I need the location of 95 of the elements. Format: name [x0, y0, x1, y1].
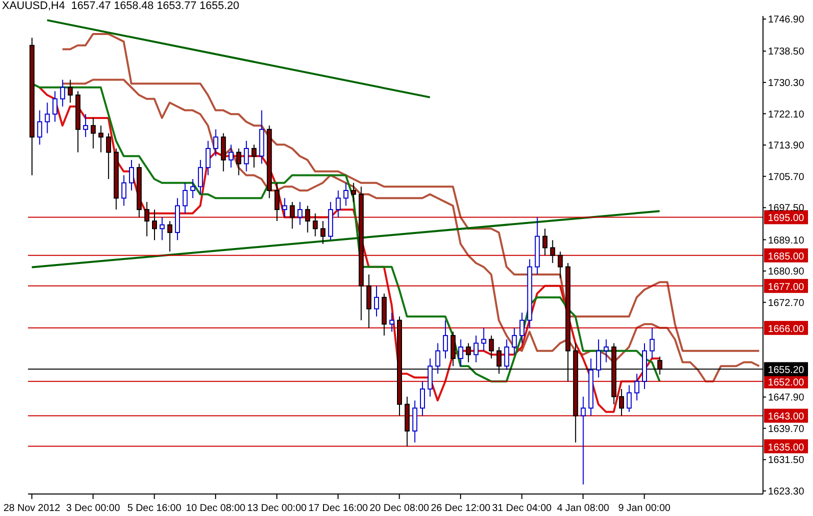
candlestick	[129, 159, 134, 191]
candlestick	[320, 220, 326, 244]
y-tick-label: 1722.10	[768, 109, 805, 120]
candlestick	[37, 110, 42, 146]
candlestick	[604, 338, 609, 363]
candlestick	[312, 212, 318, 237]
candlestick	[167, 220, 172, 252]
candlestick	[236, 148, 242, 176]
ref-line-label: 1685.00	[768, 251, 805, 262]
candlestick	[558, 251, 563, 279]
candlestick	[290, 201, 295, 230]
candlestick	[596, 338, 602, 378]
candlestick	[542, 228, 548, 256]
ref-line-label: 1677.00	[768, 282, 805, 293]
candlestick	[580, 396, 586, 485]
candlestick	[274, 182, 280, 222]
x-tick-label: 28 Nov 2012	[3, 503, 61, 514]
candlestick	[504, 338, 510, 370]
candlestick	[182, 182, 188, 214]
ref-line-label: 1635.00	[768, 442, 805, 454]
candlestick	[60, 79, 66, 107]
candlestick	[458, 338, 464, 367]
x-tick-label: 17 Dec 16:00	[308, 503, 368, 514]
y-tick-label: 1746.90	[768, 14, 805, 26]
ref-line-label: 1643.00	[768, 412, 805, 423]
candlestick	[297, 201, 302, 226]
x-tick-label: 31 Dec 04:00	[492, 503, 552, 514]
ref-line-label: 1652.00	[768, 377, 805, 388]
y-tick-label: 1680.90	[768, 266, 805, 278]
candlestick	[366, 274, 372, 328]
y-tick-label: 1639.70	[768, 424, 805, 435]
chart-title: XAUUSD,H4 1657.47 1658.48 1653.77 1655.20	[2, 0, 240, 12]
candlestick	[466, 342, 471, 363]
y-tick-label: 1738.50	[768, 46, 805, 58]
candlestick	[83, 114, 88, 138]
candlestick	[152, 209, 157, 241]
candlestick	[198, 159, 203, 195]
candlestick	[634, 373, 640, 401]
candlestick	[374, 285, 380, 317]
y-tick-label: 1705.70	[768, 172, 805, 183]
candlestick	[144, 201, 150, 237]
y-tick-label: 1713.90	[768, 140, 805, 152]
y-tick-label: 1647.90	[768, 392, 805, 404]
y-tick-label: 1631.50	[768, 455, 805, 466]
x-tick-label: 9 Jan 00:00	[618, 503, 671, 514]
candlestick	[619, 388, 624, 416]
candlestick	[98, 125, 104, 153]
candlestick	[474, 335, 479, 363]
candlestick	[282, 198, 288, 218]
x-tick-label: 3 Dec 00:00	[66, 503, 120, 514]
candlestick	[481, 327, 486, 352]
y-tick-label: 1623.30	[768, 486, 805, 498]
candlestick	[252, 144, 257, 168]
candlestick	[435, 342, 440, 374]
candlestick	[244, 140, 249, 172]
candlestick	[190, 178, 196, 199]
candlestick	[90, 117, 96, 149]
candlestick	[351, 182, 356, 202]
candlestick	[626, 384, 632, 412]
x-tick-label: 4 Jan 08:00	[556, 503, 610, 514]
x-tick-label: 10 Dec 08:00	[186, 503, 246, 514]
candlestick	[442, 320, 448, 359]
candlestick	[121, 174, 126, 206]
x-tick-label: 5 Dec 16:00	[127, 503, 182, 514]
candlestick	[343, 182, 348, 206]
y-tick-label: 1730.30	[768, 78, 805, 89]
candlestick	[389, 312, 394, 332]
ref-line-label: 1655.20	[768, 365, 805, 376]
candlestick	[512, 327, 517, 356]
y-tick-label: 1672.70	[768, 298, 805, 309]
candlestick	[68, 79, 73, 104]
candlestick	[52, 90, 58, 122]
ref-line-label: 1666.00	[768, 324, 805, 335]
candlestick	[160, 216, 165, 241]
ref-line-label: 1695.00	[768, 213, 805, 224]
x-tick-label: 26 Dec 12:00	[430, 503, 491, 514]
candlestick	[44, 102, 50, 134]
candlestick	[106, 132, 112, 180]
x-tick-label: 13 Dec 00:00	[247, 503, 308, 514]
candlestick	[305, 205, 310, 233]
candlestick	[428, 358, 433, 398]
candlestick	[213, 128, 218, 157]
candlestick	[220, 132, 226, 172]
candlestick	[450, 331, 456, 367]
candlestick	[228, 144, 234, 168]
candlestick	[412, 400, 418, 443]
candlestick	[488, 335, 494, 359]
candlestick	[206, 140, 211, 176]
candlestick	[520, 312, 524, 344]
candlestick	[336, 190, 341, 218]
candlestick	[650, 327, 655, 359]
x-tick-label: 20 Dec 08:00	[370, 503, 430, 514]
candlestick	[420, 380, 425, 416]
y-tick-label: 1689.10	[768, 235, 805, 246]
candlestick	[550, 240, 556, 264]
